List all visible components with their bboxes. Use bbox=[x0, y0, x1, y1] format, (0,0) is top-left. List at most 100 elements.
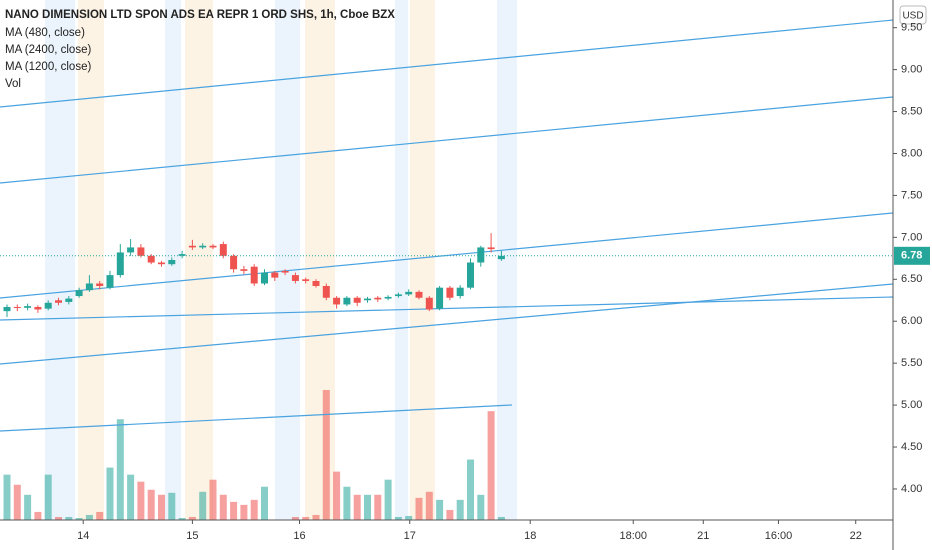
candle-body bbox=[168, 260, 176, 265]
candle-body bbox=[34, 306, 42, 310]
candle-body bbox=[219, 244, 227, 256]
y-tick-label: 6.50 bbox=[901, 273, 922, 285]
volume-bar bbox=[415, 497, 423, 520]
candle-body bbox=[436, 287, 444, 309]
legend: NANO DIMENSION LTD SPON ADS EA REPR 1 OR… bbox=[5, 9, 395, 90]
last-price-box bbox=[894, 246, 930, 265]
candle-body bbox=[127, 247, 135, 253]
candle-body bbox=[106, 275, 114, 288]
volume-bar bbox=[96, 511, 104, 520]
chart-title: NANO DIMENSION LTD SPON ADS EA REPR 1 OR… bbox=[5, 9, 395, 21]
candle-body bbox=[147, 255, 155, 263]
y-tick-label: 7.00 bbox=[901, 231, 922, 243]
volume-bar bbox=[394, 516, 402, 520]
candle-body bbox=[116, 252, 124, 276]
volume-bar bbox=[13, 484, 21, 520]
price-axis-bg bbox=[893, 0, 932, 550]
volume-bar bbox=[477, 494, 485, 520]
candle-body bbox=[312, 280, 320, 286]
candle-body bbox=[405, 291, 413, 295]
x-tick-label: 14 bbox=[77, 530, 89, 542]
currency-box[interactable] bbox=[899, 5, 927, 25]
indicator-label: MA (1200, close) bbox=[5, 61, 91, 73]
volume-bar bbox=[65, 516, 73, 520]
candle-body bbox=[415, 291, 423, 298]
candle-body bbox=[333, 297, 341, 305]
volume-bar bbox=[353, 494, 361, 520]
candle-body bbox=[261, 272, 268, 284]
y-tick-label: 9.50 bbox=[901, 22, 922, 34]
volume-bar bbox=[178, 517, 186, 520]
trend-lines bbox=[0, 19, 894, 432]
indicator-label: MA (480, close) bbox=[5, 27, 85, 39]
volume-bar bbox=[497, 516, 505, 520]
volume-bar bbox=[250, 499, 258, 520]
candle-body bbox=[158, 262, 165, 265]
y-tick-label: 6.00 bbox=[901, 315, 922, 327]
candle-body bbox=[65, 298, 73, 302]
volume-bar bbox=[55, 516, 62, 520]
last-price-label: 6.78 bbox=[901, 250, 922, 262]
candle-body bbox=[188, 245, 196, 248]
session-shading bbox=[45, 0, 517, 520]
volume-bar bbox=[456, 499, 464, 520]
volume-bar bbox=[384, 479, 392, 520]
candle-body bbox=[240, 269, 248, 271]
candle-layer bbox=[0, 233, 893, 318]
volume-bar bbox=[34, 511, 42, 520]
candle-body bbox=[456, 287, 464, 297]
candle-body bbox=[384, 296, 392, 299]
volume-bar bbox=[425, 491, 433, 520]
y-tick-label: 4.00 bbox=[901, 483, 922, 495]
volume-bar bbox=[106, 467, 114, 520]
candle-body bbox=[199, 245, 207, 248]
candle-body bbox=[281, 270, 289, 273]
volume-bar bbox=[137, 481, 145, 520]
candle-body bbox=[271, 272, 279, 278]
y-tick-label: 5.00 bbox=[901, 399, 922, 411]
x-tick-label: 16 bbox=[293, 530, 305, 542]
volume-bar bbox=[333, 471, 341, 520]
volume-bar bbox=[446, 509, 454, 520]
volume-bar bbox=[230, 501, 238, 520]
indicator-label: Vol bbox=[5, 78, 21, 90]
candle-body bbox=[24, 306, 32, 308]
x-tick-label: 18:00 bbox=[619, 530, 647, 542]
volume-bar bbox=[158, 494, 165, 520]
candle-body bbox=[137, 247, 145, 256]
x-tick-label: 22 bbox=[850, 530, 862, 542]
volume-bar bbox=[302, 516, 310, 520]
candle-body bbox=[250, 266, 258, 284]
candle-body bbox=[374, 297, 382, 300]
y-tick-label: 7.50 bbox=[901, 189, 922, 201]
volume-bar bbox=[127, 474, 135, 520]
volume-bar bbox=[75, 517, 83, 520]
y-tick-label: 5.50 bbox=[901, 357, 922, 369]
volume-bar bbox=[374, 494, 382, 520]
candle-body bbox=[291, 275, 299, 281]
candle-body bbox=[364, 298, 371, 301]
y-tick-label: 9.00 bbox=[901, 64, 922, 76]
volume-bar bbox=[240, 504, 248, 520]
y-tick-label: 8.00 bbox=[901, 147, 922, 159]
time-axis-bg bbox=[0, 520, 893, 550]
x-tick-label: 16:00 bbox=[765, 530, 793, 542]
volume-bar bbox=[322, 390, 330, 520]
volume-bar bbox=[467, 459, 474, 520]
candle-body bbox=[209, 245, 217, 248]
currency: USD bbox=[902, 11, 923, 22]
candle-body bbox=[394, 294, 402, 297]
candle-body bbox=[467, 262, 474, 288]
volume-bar bbox=[343, 486, 351, 520]
volume-bar bbox=[85, 514, 93, 520]
candle-body bbox=[44, 302, 52, 309]
candle-body bbox=[85, 283, 93, 291]
x-tick-label: 18 bbox=[524, 530, 536, 542]
x-tick-label: 17 bbox=[404, 530, 416, 542]
candle-body bbox=[3, 306, 11, 312]
y-tick-label: 4.50 bbox=[901, 441, 922, 453]
candle-body bbox=[178, 254, 186, 256]
candle-body bbox=[322, 286, 330, 298]
candle-body bbox=[487, 247, 495, 250]
